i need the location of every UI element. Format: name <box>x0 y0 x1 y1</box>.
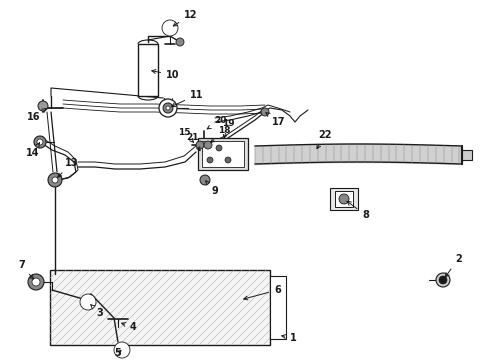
Text: 14: 14 <box>26 143 40 158</box>
Circle shape <box>225 157 231 163</box>
Circle shape <box>204 141 212 149</box>
Circle shape <box>207 157 213 163</box>
Circle shape <box>34 136 46 148</box>
Bar <box>270 276 286 339</box>
Text: 4: 4 <box>122 322 137 332</box>
Circle shape <box>339 194 349 204</box>
Circle shape <box>216 145 222 151</box>
Circle shape <box>196 141 204 149</box>
Text: 1: 1 <box>282 333 297 343</box>
Circle shape <box>32 278 40 286</box>
Circle shape <box>176 38 184 46</box>
Bar <box>138 44 158 96</box>
Text: 13: 13 <box>58 158 78 177</box>
Text: 3: 3 <box>91 305 103 318</box>
Circle shape <box>114 342 130 358</box>
Circle shape <box>163 103 173 113</box>
Text: 19: 19 <box>222 119 235 138</box>
Circle shape <box>80 294 96 310</box>
Circle shape <box>166 106 170 110</box>
Circle shape <box>28 274 44 290</box>
Circle shape <box>48 173 62 187</box>
Circle shape <box>165 23 175 33</box>
Text: 17: 17 <box>266 113 286 127</box>
Text: 5: 5 <box>114 348 121 358</box>
Circle shape <box>261 108 269 116</box>
Text: 2: 2 <box>445 254 462 277</box>
Circle shape <box>162 20 178 36</box>
Circle shape <box>436 273 450 287</box>
Text: 11: 11 <box>172 90 203 107</box>
Text: 9: 9 <box>206 181 218 196</box>
Circle shape <box>159 99 177 117</box>
Circle shape <box>38 101 48 111</box>
Text: 6: 6 <box>244 285 281 300</box>
Bar <box>462 150 472 160</box>
Circle shape <box>117 345 127 355</box>
Bar <box>50 270 270 345</box>
Circle shape <box>439 276 447 284</box>
Text: 8: 8 <box>347 201 369 220</box>
Text: 12: 12 <box>173 10 197 26</box>
Text: 10: 10 <box>152 69 179 80</box>
Text: 18: 18 <box>211 126 230 143</box>
Bar <box>198 138 248 170</box>
Text: 21: 21 <box>186 133 200 151</box>
Text: 15: 15 <box>178 128 194 142</box>
Text: 20: 20 <box>207 116 226 129</box>
Circle shape <box>200 175 210 185</box>
Circle shape <box>52 177 58 183</box>
Bar <box>202 141 244 167</box>
Bar <box>330 188 358 210</box>
Bar <box>335 191 353 207</box>
Circle shape <box>37 139 43 145</box>
Text: 7: 7 <box>18 260 33 279</box>
Circle shape <box>83 297 93 307</box>
Text: 16: 16 <box>27 109 46 122</box>
Text: 22: 22 <box>317 130 332 149</box>
